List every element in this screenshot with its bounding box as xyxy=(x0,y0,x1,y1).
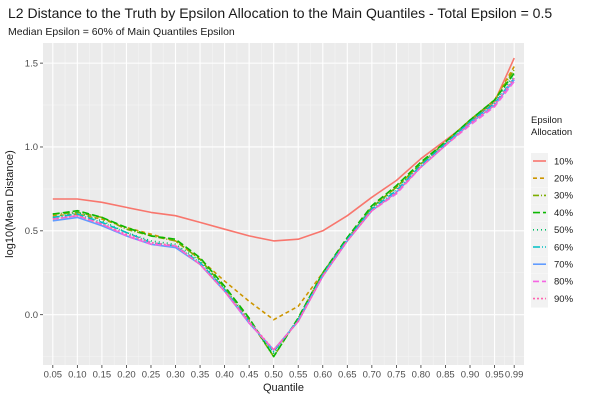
legend-key xyxy=(531,170,548,188)
series-line-90pct xyxy=(52,77,515,351)
y-tick-label: 1.0 xyxy=(25,142,38,153)
legend-label: 40% xyxy=(554,208,574,219)
x-tick-label: 0.90 xyxy=(461,370,480,381)
legend-label: 50% xyxy=(554,225,574,236)
legend-label: 60% xyxy=(554,242,574,253)
x-tick-label: 0.45 xyxy=(240,370,259,381)
x-tick-label: 0.75 xyxy=(387,370,406,381)
x-tick-label: 0.85 xyxy=(436,370,455,381)
x-tick-label: 0.60 xyxy=(314,370,333,381)
chart-subtitle: Median Epsilon = 60% of Main Quantiles E… xyxy=(8,26,235,38)
x-tick-label: 0.25 xyxy=(142,370,161,381)
x-tick-label: 0.10 xyxy=(68,370,87,381)
y-axis-label: log10(Mean Distance) xyxy=(4,150,16,258)
series-line-80pct xyxy=(52,81,515,351)
legend-label: 10% xyxy=(554,156,574,167)
x-tick-label: 0.80 xyxy=(412,370,431,381)
x-tick-label: 0.70 xyxy=(363,370,382,381)
legend-label: 80% xyxy=(554,277,574,288)
legend-label: 90% xyxy=(554,294,574,305)
x-tick-label: 0.50 xyxy=(264,370,283,381)
minor-gridlines xyxy=(43,43,524,365)
plot-panel xyxy=(43,43,524,365)
y-tick-label: 1.5 xyxy=(25,58,38,69)
x-tick-label: 0.35 xyxy=(191,370,210,381)
legend-label: 70% xyxy=(554,260,574,271)
legend-label: 20% xyxy=(554,174,574,185)
major-gridlines xyxy=(43,43,524,365)
y-axis: 0.0 0.5 1.0 1.5 xyxy=(25,58,43,321)
series-line-10pct xyxy=(52,57,515,242)
x-tick-label: 0.15 xyxy=(93,370,112,381)
legend-key xyxy=(531,187,548,205)
y-tick-label: 0.5 xyxy=(25,226,38,237)
x-tick-label: 0.05 xyxy=(44,370,63,381)
y-tick-label: 0.0 xyxy=(25,310,38,321)
x-axis-label: Quantile xyxy=(263,382,304,394)
x-tick-label: 0.95 xyxy=(485,370,504,381)
legend-key xyxy=(531,273,548,291)
chart-title: L2 Distance to the Truth by Epsilon Allo… xyxy=(8,5,552,21)
legend-label: 30% xyxy=(554,191,574,202)
legend-key xyxy=(531,221,548,239)
legend-key xyxy=(531,290,548,308)
series-lines xyxy=(52,57,515,358)
x-tick-label: 0.99 xyxy=(505,370,524,381)
legend-title: Epsilon xyxy=(531,115,562,126)
x-tick-label: 0.30 xyxy=(166,370,185,381)
x-axis: 0.05 0.10 0.15 0.20 0.25 0.30 0.35 0.40 0.45 0.50… xyxy=(44,365,524,381)
x-tick-label: 0.40 xyxy=(215,370,234,381)
legend-title: Allocation xyxy=(531,127,572,138)
x-tick-label: 0.55 xyxy=(289,370,308,381)
x-tick-label: 0.65 xyxy=(338,370,357,381)
x-tick-label: 0.20 xyxy=(117,370,136,381)
